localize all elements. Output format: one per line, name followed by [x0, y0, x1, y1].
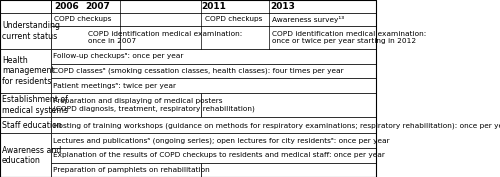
- Bar: [50, 13, 376, 26]
- Bar: [0, 93, 50, 118]
- Text: Understanding
current status: Understanding current status: [2, 21, 60, 41]
- Text: Hosting of training workshops (guidance on methods for respiratory examinations;: Hosting of training workshops (guidance …: [52, 122, 500, 129]
- Text: Explanation of the results of COPD checkups to residents and medical staff: once: Explanation of the results of COPD check…: [52, 152, 384, 158]
- Text: Awareness survey¹³: Awareness survey¹³: [272, 16, 344, 23]
- Bar: [0, 118, 50, 133]
- Text: 2007: 2007: [86, 2, 110, 11]
- Bar: [50, 64, 376, 78]
- Text: 2011: 2011: [201, 2, 226, 11]
- Text: COPD identification medical examination:
once in 2007: COPD identification medical examination:…: [88, 31, 242, 44]
- Text: Lectures and publicationsᵃ (ongoing series); open lectures for city residentsᵃ: : Lectures and publicationsᵃ (ongoing seri…: [52, 137, 389, 144]
- Text: COPD checkups: COPD checkups: [204, 16, 262, 22]
- Text: Awareness and
education: Awareness and education: [2, 145, 62, 165]
- Text: Preparation of pamphlets on rehabilitation: Preparation of pamphlets on rehabilitati…: [52, 167, 210, 173]
- Bar: [0, 133, 50, 177]
- Text: COPD checkups: COPD checkups: [54, 16, 112, 22]
- Bar: [50, 49, 376, 64]
- Bar: [50, 133, 376, 148]
- Bar: [50, 163, 201, 177]
- Bar: [0, 49, 50, 93]
- Text: Establishment of
medical systems: Establishment of medical systems: [2, 95, 68, 115]
- Bar: [0, 0, 50, 13]
- Bar: [50, 26, 376, 49]
- Text: COPD classesᵃ (smoking cessation classes, health classes): four times per year: COPD classesᵃ (smoking cessation classes…: [52, 68, 343, 74]
- Text: 2013: 2013: [270, 2, 295, 11]
- Bar: [50, 0, 376, 13]
- Text: 2006: 2006: [54, 2, 79, 11]
- Bar: [0, 13, 50, 49]
- Bar: [50, 148, 376, 163]
- Text: Follow-up checkupsᵃ: once per year: Follow-up checkupsᵃ: once per year: [52, 53, 183, 59]
- Bar: [50, 118, 376, 133]
- Text: Patient meetingsᵃ: twice per year: Patient meetingsᵃ: twice per year: [52, 83, 176, 88]
- Text: Preparation and displaying of medical posters
(COPD diagnosis, treatment, respir: Preparation and displaying of medical po…: [52, 98, 254, 112]
- Bar: [201, 93, 376, 118]
- Text: Health
management
for residents: Health management for residents: [2, 56, 54, 86]
- Bar: [50, 93, 201, 118]
- Bar: [50, 78, 376, 93]
- Text: Staff education: Staff education: [2, 121, 62, 130]
- Text: COPD identification medical examination:
once or twice per year starting in 2012: COPD identification medical examination:…: [272, 31, 426, 44]
- Bar: [201, 163, 376, 177]
